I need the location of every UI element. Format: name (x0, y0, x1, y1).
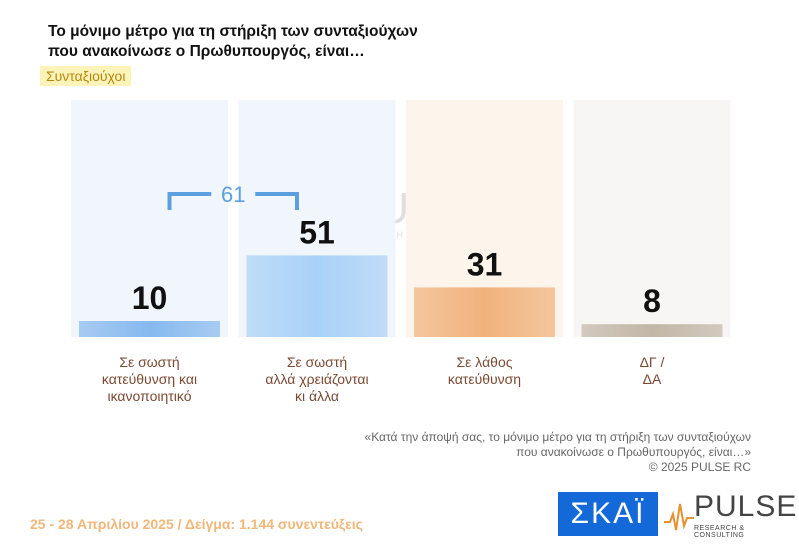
bar (246, 255, 388, 337)
bracket-total-label: 61 (221, 182, 245, 207)
column-background (71, 100, 228, 337)
bracket-left (167, 192, 212, 210)
pulse-logo-subtext: RESEARCH & CONSULTING (694, 525, 745, 539)
category-label-line: κατεύθυνση και (102, 371, 197, 387)
category-label-line: Σε σωστή (119, 354, 179, 370)
footnote-line-1: «Κατά την άποψή σας, το μόνιμο μέτρο για… (364, 430, 751, 444)
bar (581, 324, 723, 337)
bar (414, 287, 555, 337)
bar-value-label: 10 (132, 280, 168, 316)
skai-logo: ΣΚΑΪ (558, 492, 658, 536)
category-label-line: ΔΓ / (640, 354, 665, 370)
category-label-line: κι άλλα (295, 388, 339, 404)
chart-title: Το μόνιμο μέτρο για τη στήριξη των συντα… (48, 22, 488, 62)
category-label-line: ικανοποιητικό (107, 388, 191, 404)
title-line-1: Το μόνιμο μέτρο για τη στήριξη των συντα… (48, 23, 418, 40)
category-label: Σε λάθος κατεύθυνση (448, 354, 521, 387)
bar-value-label: 8 (643, 283, 661, 319)
survey-date-sample: 25 - 28 Απριλίου 2025 / Δείγμα: 1.144 συ… (30, 516, 363, 532)
category-label-line: κατεύθυνση (448, 371, 521, 387)
category-label-line: Σε σωστή (287, 354, 347, 370)
title-line-2: που ανακοίνωσε ο Πρωθυπουργός, είναι… (48, 43, 365, 60)
category-label: ΔΓ / ΔΑ (640, 354, 665, 387)
category-label: Σε σωστή κατεύθυνση και ικανοποιητικό (102, 354, 197, 404)
bracket-right (255, 192, 299, 210)
subtitle-badge: Συνταξιούχοι (40, 66, 132, 86)
footnote-copyright: © 2025 PULSE RC (648, 460, 751, 474)
pulse-logo: PULSE RESEARCH & CONSULTING (664, 490, 796, 540)
bar-value-label: 31 (467, 246, 503, 282)
category-label: Σε σωστή αλλά χρειάζονται κι άλλα (265, 354, 368, 404)
category-label-line: αλλά χρειάζονται (265, 371, 368, 387)
column-background (573, 100, 731, 337)
pulse-wave-icon (664, 503, 694, 531)
category-label-line: ΔΑ (643, 371, 662, 387)
question-footnote: «Κατά την άποψή σας, το μόνιμο μέτρο για… (291, 430, 751, 475)
bar (79, 321, 220, 337)
bar-value-label: 51 (299, 214, 335, 250)
footnote-line-2: που ανακοίνωσε ο Πρωθυπουργός, είναι…» (516, 445, 751, 459)
pulse-logo-text: PULSE (694, 490, 798, 523)
category-label-line: Σε λάθος (457, 354, 513, 370)
